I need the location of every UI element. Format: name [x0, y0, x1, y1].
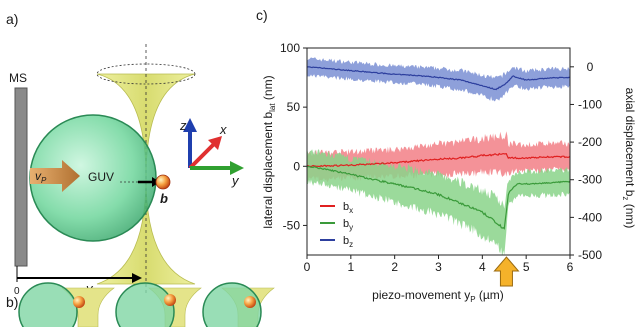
- bead-b2: [164, 294, 176, 306]
- y-left-tick-label: -50: [283, 218, 301, 232]
- line-bx: [307, 152, 570, 168]
- y-right-tick-label: -200: [578, 135, 602, 149]
- axis-z-head: [183, 118, 197, 132]
- legend: bx by bz: [320, 201, 353, 249]
- ms-label: MS: [9, 71, 27, 85]
- axis-x-arrow: [188, 141, 217, 170]
- x-tick-label: 1: [347, 260, 354, 274]
- y-right-tick-label: -400: [578, 210, 602, 224]
- y-right-tick-label: -100: [578, 97, 602, 111]
- yp-origin-label: 0: [14, 286, 20, 297]
- x-axis-label: piezo-movement yP (µm): [372, 288, 504, 304]
- y-axis-right-label: axial displacement bz (nm): [621, 88, 637, 229]
- axis-x-head: [208, 136, 222, 150]
- velocity-label: vP: [35, 169, 47, 185]
- line-by: [307, 165, 570, 230]
- y-left-tick-label: 50: [287, 100, 301, 114]
- x-tick-label: 3: [435, 260, 442, 274]
- axis-y-head: [230, 161, 244, 175]
- y-right-tick-label: -300: [578, 173, 602, 187]
- guv-b1: [18, 282, 78, 327]
- bead: [155, 174, 171, 190]
- series-lines: [307, 66, 570, 230]
- ms-slide: [14, 87, 28, 267]
- bead-b3: [244, 296, 256, 308]
- bead-b1: [73, 296, 85, 308]
- marker-arrow: [493, 256, 520, 287]
- guv-b2: [115, 282, 175, 327]
- band-bz: [307, 57, 570, 102]
- y-axis-left-label: lateral displacement blat (nm): [261, 75, 277, 228]
- y-left-tick-label: 100: [280, 41, 300, 55]
- axis-x-label: x: [219, 122, 227, 137]
- line-bz: [307, 66, 570, 91]
- focus-top-ellipse: [96, 63, 196, 85]
- y-right-tick-label: 0: [587, 60, 594, 74]
- velocity-arrow: [30, 160, 80, 192]
- y-right-tick-label: -500: [578, 248, 602, 262]
- y-left-tick-label: 0: [293, 159, 300, 173]
- axis-z-label: z: [179, 118, 187, 133]
- yp-arrow-head: [132, 273, 142, 283]
- legend-label-bz: bz: [343, 235, 353, 249]
- legend-label-bx: bx: [343, 201, 353, 215]
- guv-label: GUV: [88, 170, 114, 184]
- panel-label-b: b): [6, 294, 18, 310]
- panel-b-step-3: [202, 282, 275, 327]
- x-tick-label: 2: [391, 260, 398, 274]
- x-tick-label: 6: [567, 260, 574, 274]
- x-tick-label: 0: [304, 260, 311, 274]
- panel-b-step-1: [18, 282, 115, 327]
- axis-y-label: y: [231, 173, 240, 188]
- bead-label: b: [160, 191, 168, 206]
- panel-label-a: a): [6, 11, 18, 27]
- panel-label-c: c): [256, 7, 268, 23]
- x-tick-label: 4: [479, 260, 486, 274]
- x-tick-label: 5: [523, 260, 530, 274]
- guv-b3: [202, 282, 262, 327]
- legend-label-by: by: [343, 218, 353, 232]
- panel-b-step-2: [115, 282, 202, 327]
